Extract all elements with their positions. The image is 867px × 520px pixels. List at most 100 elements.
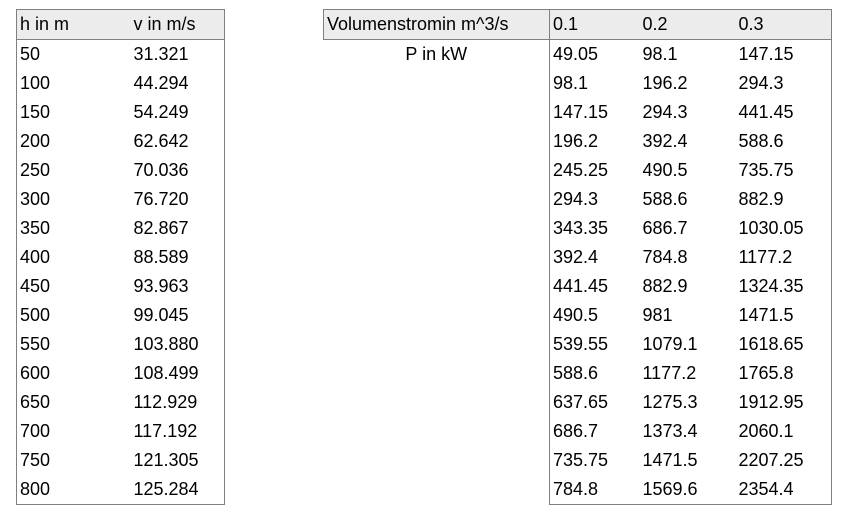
table-row: 294.3 588.6 882.9 bbox=[323, 185, 832, 214]
power-cell: 294.3 bbox=[549, 185, 640, 214]
table-row: 350 82.867 bbox=[17, 214, 225, 243]
empty-cell bbox=[323, 156, 550, 185]
height-cell: 550 bbox=[20, 334, 51, 354]
power-cell: 490.5 bbox=[549, 301, 640, 330]
power-cell: 1177.2 bbox=[642, 363, 697, 383]
power-cell: 147.15 bbox=[735, 39, 832, 69]
power-cell: 2354.4 bbox=[735, 475, 832, 505]
table-row: 250 70.036 bbox=[17, 156, 225, 185]
table-row: 147.15 294.3 441.45 bbox=[323, 98, 832, 127]
velocity-cell: 44.294 bbox=[133, 73, 189, 93]
empty-cell bbox=[323, 301, 550, 330]
height-cell: 700 bbox=[20, 421, 51, 441]
table-row: 100 44.294 bbox=[17, 69, 225, 98]
empty-cell bbox=[323, 127, 550, 156]
height-velocity-table: h in m v in m/s 50 31.321 100 44.294 150 54.2… bbox=[16, 9, 225, 505]
power-cell: 539.55 bbox=[549, 330, 640, 359]
power-cell: 49.05 bbox=[549, 39, 640, 69]
power-cell: 1373.4 bbox=[642, 421, 698, 441]
table-row: 490.5 981 1471.5 bbox=[323, 301, 832, 330]
power-cell: 588.6 bbox=[735, 127, 832, 156]
height-cell: 650 bbox=[20, 392, 51, 412]
power-rows: P in kW 49.05 98.1 147.15 98.1 196.2 294.3 147.… bbox=[323, 39, 832, 505]
table-row: 588.6 1177.2 1765.8 bbox=[323, 359, 832, 388]
table-row: 98.1 196.2 294.3 bbox=[323, 69, 832, 98]
power-cell: 98.1 bbox=[549, 69, 640, 98]
power-cell: 441.45 bbox=[735, 98, 832, 127]
power-cell: 2060.1 bbox=[735, 417, 832, 446]
empty-cell bbox=[323, 69, 550, 98]
table-row: 200 62.642 bbox=[17, 127, 225, 156]
volume-column-header: 0.1 bbox=[549, 9, 640, 40]
empty-cell bbox=[323, 446, 550, 475]
volume-column-header: 0.2 bbox=[639, 9, 736, 40]
power-cell: 588.6 bbox=[549, 359, 640, 388]
power-table: Volumenstromin m^3/s 0.1 0.2 0.3 P in kW… bbox=[323, 9, 832, 505]
power-cell: 981 bbox=[642, 305, 673, 325]
volume-flow-header-label: Volumenstromin m^3/s bbox=[323, 9, 550, 40]
power-cell: 147.15 bbox=[549, 98, 640, 127]
power-cell: 1079.1 bbox=[642, 334, 698, 354]
table-row: 150 54.249 bbox=[17, 98, 225, 127]
height-velocity-rows: 50 31.321 100 44.294 150 54.249 200 62.642 250 70… bbox=[17, 40, 225, 505]
power-cell: 441.45 bbox=[549, 272, 640, 301]
empty-cell bbox=[323, 359, 550, 388]
velocity-cell: 93.963 bbox=[133, 276, 189, 296]
power-cell: 294.3 bbox=[735, 69, 832, 98]
power-cell: 1912.95 bbox=[735, 388, 832, 417]
table-row: 637.65 1275.3 1912.95 bbox=[323, 388, 832, 417]
velocity-cell: 112.929 bbox=[133, 392, 198, 412]
power-cell: 784.8 bbox=[642, 247, 688, 267]
height-cell: 50 bbox=[20, 44, 41, 64]
table-row: 196.2 392.4 588.6 bbox=[323, 127, 832, 156]
power-cell: 882.9 bbox=[642, 276, 688, 296]
power-cell: 588.6 bbox=[642, 189, 688, 209]
empty-cell bbox=[323, 388, 550, 417]
power-cell: 1471.5 bbox=[735, 301, 832, 330]
table-row: 700 117.192 bbox=[17, 417, 225, 446]
power-cell: 1177.2 bbox=[735, 243, 832, 272]
velocity-cell: 125.284 bbox=[133, 479, 199, 499]
power-cell: 1618.65 bbox=[735, 330, 832, 359]
empty-cell bbox=[323, 98, 550, 127]
power-cell: 735.75 bbox=[735, 156, 832, 185]
velocity-cell: 99.045 bbox=[133, 305, 189, 325]
table-row: 650 112.929 bbox=[17, 388, 225, 417]
height-cell: 150 bbox=[20, 102, 51, 122]
velocity-cell: 62.642 bbox=[133, 131, 189, 151]
velocity-cell: 108.499 bbox=[133, 363, 199, 383]
table-header-row: Volumenstromin m^3/s 0.1 0.2 0.3 bbox=[323, 9, 832, 40]
table-row: 50 31.321 bbox=[17, 40, 225, 70]
power-cell: 98.1 bbox=[642, 44, 678, 64]
table-row: 800 125.284 bbox=[17, 475, 225, 505]
table-row: 539.55 1079.1 1618.65 bbox=[323, 330, 832, 359]
power-cell: 1765.8 bbox=[735, 359, 832, 388]
empty-cell bbox=[323, 330, 550, 359]
power-cell: 1324.35 bbox=[735, 272, 832, 301]
power-cell: 245.25 bbox=[549, 156, 640, 185]
volume-column-header: 0.3 bbox=[735, 9, 832, 40]
table-row: 784.8 1569.6 2354.4 bbox=[323, 475, 832, 505]
empty-cell bbox=[323, 417, 550, 446]
power-cell: 637.65 bbox=[549, 388, 640, 417]
empty-cell bbox=[323, 214, 550, 243]
table-row: 750 121.305 bbox=[17, 446, 225, 475]
power-cell: 1030.05 bbox=[735, 214, 832, 243]
height-cell: 200 bbox=[20, 131, 51, 151]
table-row: 600 108.499 bbox=[17, 359, 225, 388]
height-cell: 600 bbox=[20, 363, 51, 383]
velocity-cell: 121.305 bbox=[133, 450, 199, 470]
power-cell: 392.4 bbox=[549, 243, 640, 272]
velocity-cell: 31.321 bbox=[133, 44, 189, 64]
empty-cell bbox=[323, 243, 550, 272]
power-cell: 196.2 bbox=[549, 127, 640, 156]
velocity-cell: 103.880 bbox=[133, 334, 199, 354]
table-row: 300 76.720 bbox=[17, 185, 225, 214]
height-cell: 800 bbox=[20, 479, 51, 499]
velocity-cell: 54.249 bbox=[133, 102, 189, 122]
power-cell: 2207.25 bbox=[735, 446, 832, 475]
power-cell: 1471.5 bbox=[642, 450, 698, 470]
height-cell: 100 bbox=[20, 73, 51, 93]
power-cell: 294.3 bbox=[642, 102, 688, 122]
empty-cell bbox=[323, 185, 550, 214]
